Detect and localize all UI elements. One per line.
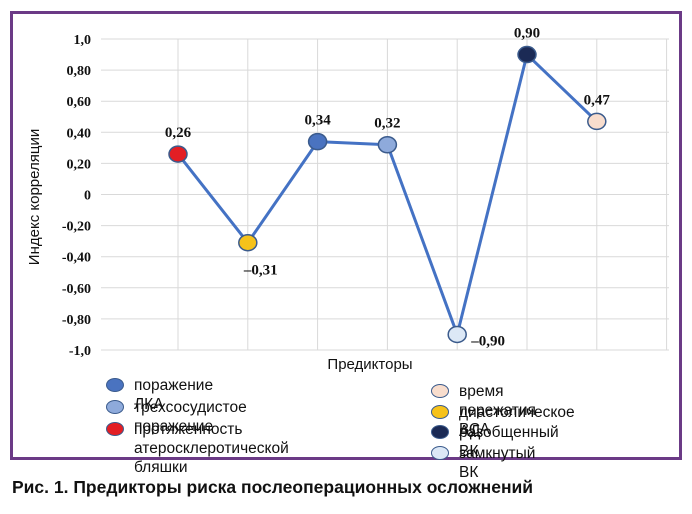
legend-marker: [106, 378, 124, 392]
x-axis-title: Предикторы: [327, 356, 412, 373]
y-tick-label: 1,0: [74, 33, 92, 48]
y-tick-label: 0,60: [67, 95, 92, 110]
legend-label: время пережатия ВСА: [459, 383, 536, 438]
data-point[interactable]: [517, 45, 537, 64]
y-axis-title: Индекс корреляции: [26, 129, 43, 265]
legend-label: диастолическое АД: [459, 403, 575, 440]
data-point[interactable]: [377, 135, 398, 154]
legend-label: замкнутый ВК: [459, 444, 536, 481]
legend-marker: [106, 400, 124, 414]
y-tick-label: 0: [84, 189, 91, 204]
data-label: –0,90: [470, 333, 505, 349]
data-label: 0,47: [584, 92, 611, 108]
legend-marker: [106, 422, 124, 436]
figure-frame: 1,0 0,80 0,60 0,40 0,20 0 -0,20 -0,40 -0,60 -0,80…: [10, 11, 682, 481]
y-tick-label: -0,80: [62, 313, 91, 328]
legend-label: протяженность атеросклеротической бляшки: [134, 421, 289, 476]
legend-item: замкнутый ВК: [431, 444, 535, 482]
legend-marker: [431, 384, 449, 398]
legend-marker: [431, 404, 449, 419]
data-label: 0,90: [514, 26, 540, 42]
y-tick-label: -0,60: [62, 282, 91, 297]
y-tick-label: -1,0: [69, 344, 91, 359]
legend-label: поражение ЛКА: [134, 377, 214, 413]
legend-item: поражение ЛКА: [106, 376, 213, 414]
data-label: –0,31: [243, 263, 278, 279]
legend-item: протяженность атеросклеротической бляшки: [106, 420, 289, 477]
y-tick-label: 0,40: [67, 126, 92, 141]
data-point[interactable]: [168, 145, 188, 163]
data-label: 0,32: [374, 116, 400, 132]
legend-item: разобщенный ВК: [431, 423, 559, 461]
y-tick-label: -0,40: [62, 251, 91, 266]
data-point[interactable]: [238, 233, 258, 252]
legend-item: время пережатия ВСА: [431, 382, 536, 439]
data-label: 0,26: [165, 125, 192, 141]
legend-label: трехсосудистое поражение: [134, 399, 247, 435]
line-chart: 1,0 0,80 0,60 0,40 0,20 0 -0,20 -0,40 -0,60 -0,80…: [26, 26, 669, 373]
data-point[interactable]: [307, 132, 328, 151]
data-point[interactable]: [447, 325, 467, 344]
legend-item: трехсосудистое поражение: [106, 398, 247, 436]
y-tick-label: 0,20: [67, 157, 92, 172]
figure-caption: Рис. 1. Предикторы риска послеоперационн…: [12, 477, 534, 497]
legend-item: диастолическое АД: [431, 403, 575, 441]
data-point[interactable]: [587, 112, 607, 131]
y-tick-label: 0,80: [67, 64, 92, 79]
y-tick-label: -0,20: [62, 220, 91, 235]
legend-marker: [431, 425, 449, 439]
legend-label: разобщенный ВК: [459, 424, 559, 460]
data-label: 0,34: [304, 113, 331, 129]
legend-marker: [431, 445, 449, 460]
